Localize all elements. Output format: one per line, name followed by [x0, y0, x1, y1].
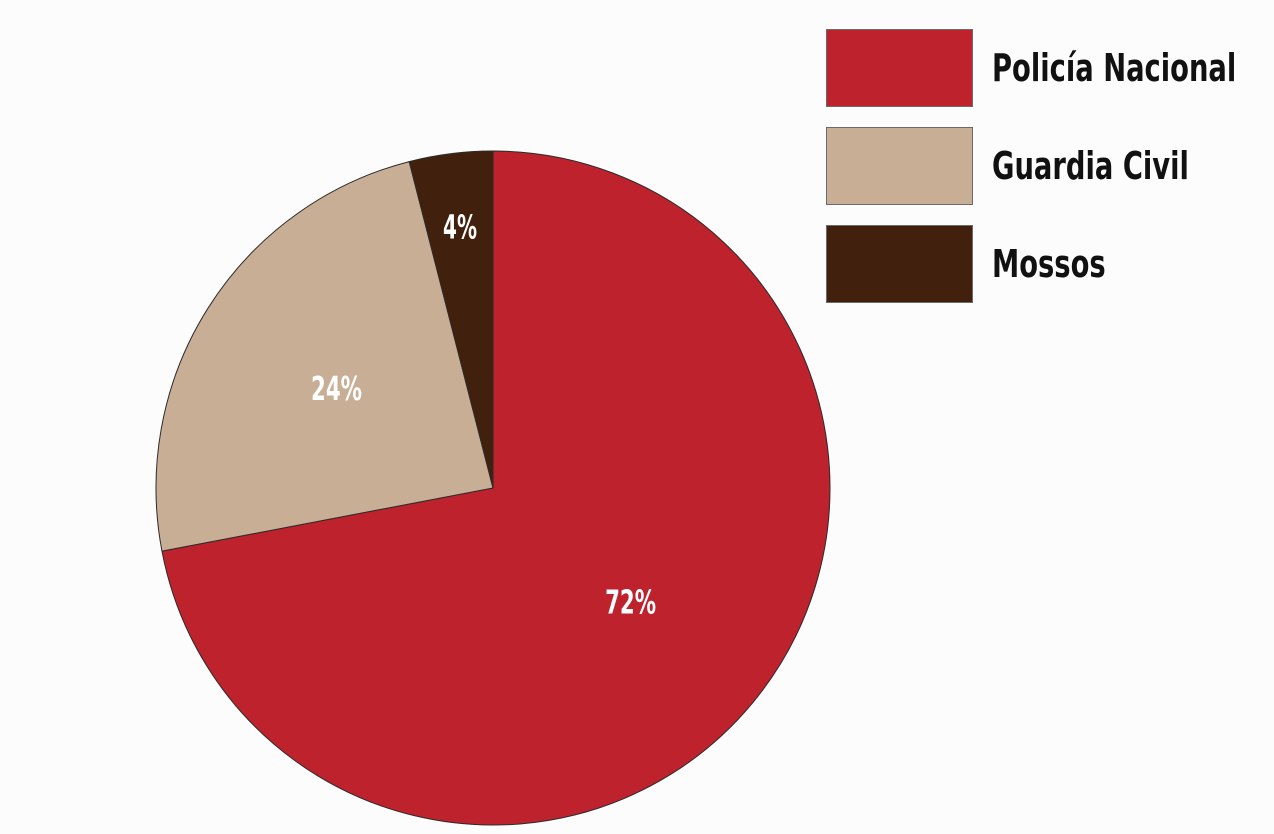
pie-slice-mossos: [408, 150, 494, 489]
data-label-mossos: 4%: [443, 208, 477, 247]
pie-slice-guardia-civil: [155, 160, 494, 552]
legend-label-policia-nacional: Policía Nacional: [992, 46, 1237, 90]
data-label-policia-nacional: 72%: [605, 582, 656, 621]
pie-slice-policia-nacional: [161, 150, 831, 826]
pie-slices: [155, 150, 831, 826]
legend-swatch-guardia-civil: [826, 127, 973, 205]
pie-labels: 72% 24% 4%: [311, 208, 656, 622]
data-label-guardia-civil: 24%: [311, 369, 362, 408]
legend-swatch-policia-nacional: [826, 29, 973, 107]
legend-item-guardia-civil: Guardia Civil: [826, 126, 1266, 206]
legend-label-guardia-civil: Guardia Civil: [992, 144, 1189, 188]
legend: Policía Nacional Guardia Civil Mossos: [826, 28, 1266, 322]
legend-label-mossos: Mossos: [992, 242, 1106, 286]
legend-item-mossos: Mossos: [826, 224, 1266, 304]
legend-item-policia-nacional: Policía Nacional: [826, 28, 1266, 108]
legend-swatch-mossos: [826, 225, 973, 303]
